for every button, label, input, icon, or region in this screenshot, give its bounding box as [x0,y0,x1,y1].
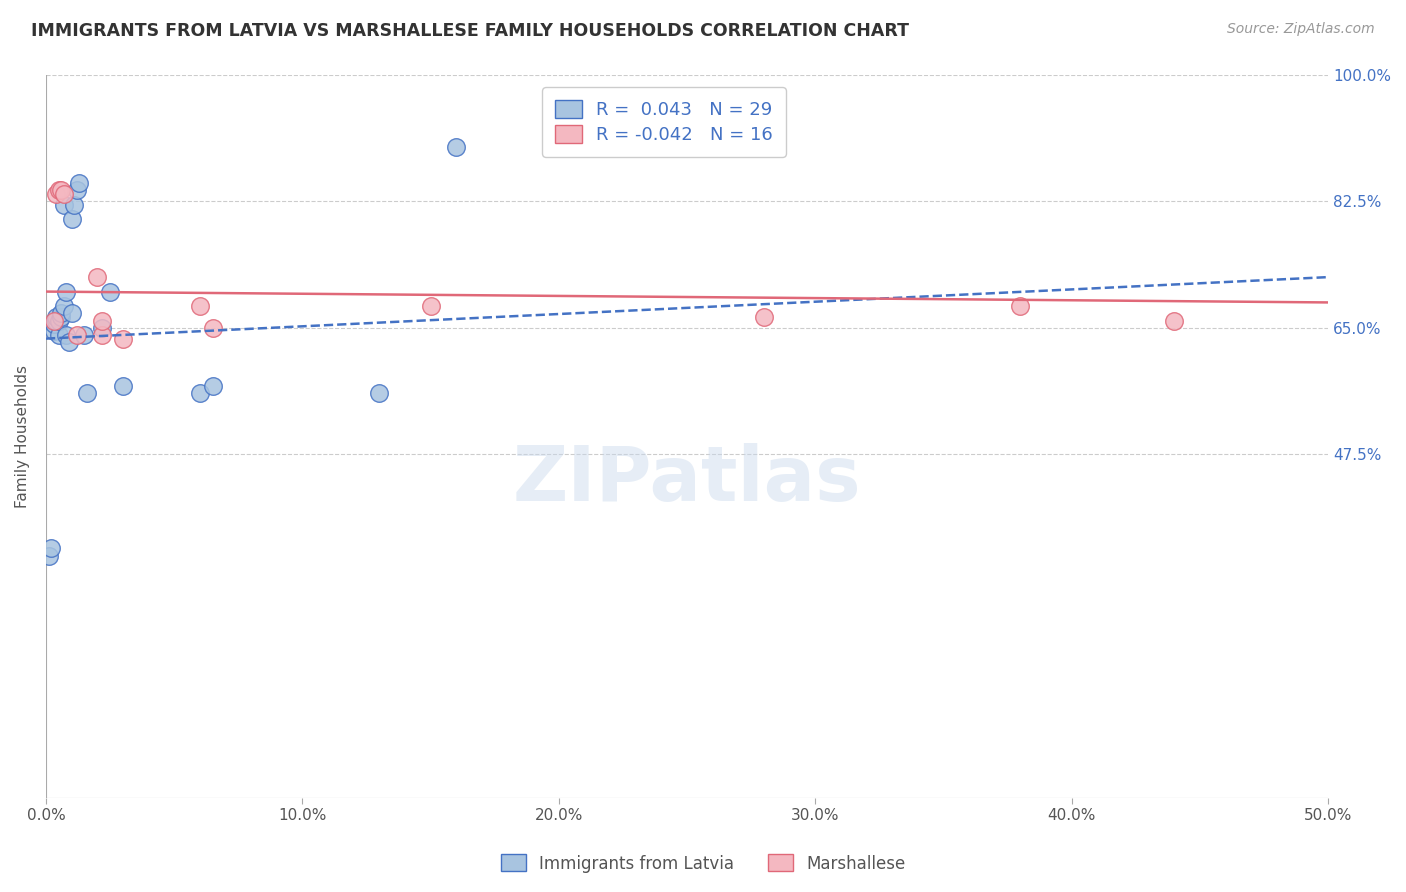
Point [55,328,77,343]
Point [91,313,114,327]
Point [201,320,224,334]
Point [45,313,67,327]
Point [188,385,211,400]
Text: ZIPatlas: ZIPatlas [513,442,862,516]
Text: Source: ZipAtlas.com: Source: ZipAtlas.com [1227,22,1375,37]
Point [48,313,70,327]
Point [60,212,83,227]
Point [446,140,468,154]
Point [66,328,89,343]
Point [58,335,80,350]
Point [73,328,96,343]
Point [48,183,70,197]
Point [51,310,73,324]
Point [86,270,108,285]
Point [42,324,65,338]
Point [91,320,114,334]
Point [51,306,73,320]
Legend: R =  0.043   N = 29, R = -0.042   N = 16: R = 0.043 N = 29, R = -0.042 N = 16 [543,87,786,157]
Point [38,549,60,563]
Text: IMMIGRANTS FROM LATVIA VS MARSHALLESE FAMILY HOUSEHOLDS CORRELATION CHART: IMMIGRANTS FROM LATVIA VS MARSHALLESE FA… [31,22,908,40]
Point [98,285,121,299]
Point [45,186,67,201]
Point [76,385,98,400]
Point [51,183,73,197]
Point [201,378,224,392]
Point [66,183,89,197]
Legend: Immigrants from Latvia, Marshallese: Immigrants from Latvia, Marshallese [494,847,912,880]
Point [39,541,62,556]
Point [42,313,65,327]
Point [419,299,441,313]
Point [752,310,775,324]
Point [368,385,391,400]
Point [67,176,90,190]
Point [55,285,77,299]
Point [111,378,134,392]
Point [60,306,83,320]
Point [45,310,67,324]
Point [63,198,86,212]
Point [48,328,70,343]
Point [1010,299,1032,313]
Y-axis label: Family Households: Family Households [15,365,30,508]
Point [52,198,75,212]
Point [91,328,114,343]
Point [52,186,75,201]
Point [188,299,211,313]
Point [1163,313,1185,327]
Point [52,299,75,313]
Point [42,317,65,331]
Point [111,332,134,346]
